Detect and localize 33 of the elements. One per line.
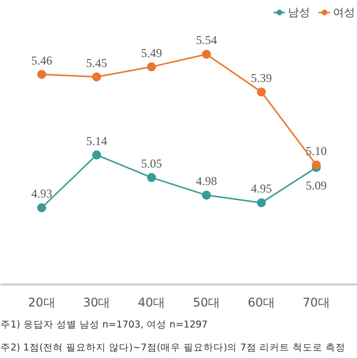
data-label: 5.54 — [196, 33, 217, 48]
data-label: 4.95 — [250, 182, 272, 196]
data-label: 5.45 — [86, 56, 108, 70]
point — [202, 50, 211, 59]
x-tick-label: 60대 — [248, 296, 276, 310]
data-label: 4.98 — [196, 174, 217, 188]
text: 주1) 응답자 성별 남성 n=1703, 여성 n=1297 — [0, 320, 208, 330]
data-label: 5.46 — [31, 53, 52, 68]
data-label: 5.39 — [250, 70, 272, 85]
x-tick-label: 20대 — [28, 296, 56, 310]
x-tick-label: 30대 — [82, 296, 110, 310]
point — [312, 160, 321, 170]
point — [92, 150, 102, 160]
legend-label: 여성 — [333, 4, 355, 20]
point — [92, 72, 102, 82]
point — [147, 173, 156, 182]
legend-label: 남성 — [288, 4, 310, 20]
data-label: 5.10 — [306, 144, 327, 158]
text: 주2) 1점(전혀 필요하지 않다)~7점(매우 필요하다)의 7점 리커트 척도로 측정 — [0, 342, 346, 354]
data-label: 5.09 — [306, 178, 327, 192]
point — [202, 190, 211, 200]
point — [37, 203, 46, 212]
data-label: 5.49 — [141, 46, 162, 60]
data-label: 4.93 — [31, 186, 52, 201]
point — [37, 70, 46, 79]
data-label: 5.14 — [86, 134, 108, 148]
point — [256, 198, 266, 208]
x-tick-label: 70대 — [302, 296, 330, 310]
data-label: 5.05 — [141, 156, 162, 171]
x-tick-label: 50대 — [192, 296, 220, 310]
point — [147, 62, 156, 72]
x-tick-label: 40대 — [138, 296, 166, 310]
point — [256, 87, 266, 96]
